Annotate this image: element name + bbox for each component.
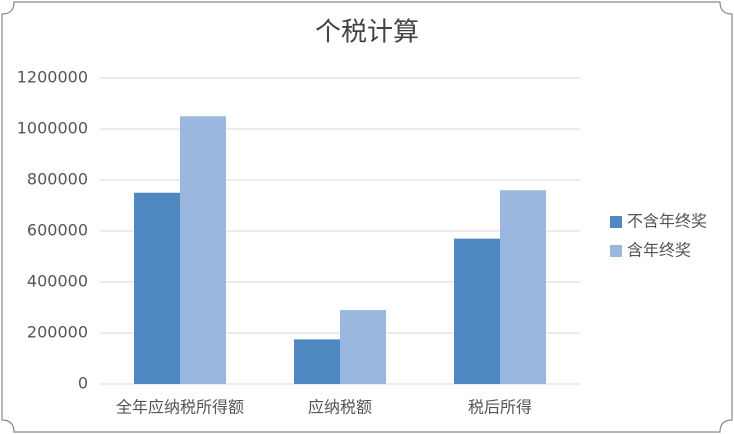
y-tick-label: 1200000: [17, 68, 88, 87]
y-tick-label: 600000: [27, 221, 88, 240]
y-tick-label: 1000000: [17, 119, 88, 138]
bar: [454, 238, 500, 384]
bar: [500, 190, 546, 384]
bar: [180, 116, 226, 384]
x-tick-label: 应纳税额: [308, 398, 372, 417]
y-tick-label: 0: [78, 374, 88, 393]
x-tick-label: 税后所得: [468, 398, 532, 417]
bar: [340, 310, 386, 384]
chart-title: 个税计算: [315, 18, 419, 48]
legend-swatch: [610, 216, 622, 228]
y-tick-label: 200000: [27, 323, 88, 342]
legend-label: 含年终奖: [627, 241, 691, 260]
bar: [294, 339, 340, 384]
y-tick-label: 800000: [27, 170, 88, 189]
bar: [134, 192, 180, 384]
legend-label: 不含年终奖: [627, 212, 707, 231]
x-tick-label: 全年应纳税所得额: [116, 398, 244, 417]
legend-swatch: [610, 245, 622, 257]
y-tick-label: 400000: [27, 272, 88, 291]
